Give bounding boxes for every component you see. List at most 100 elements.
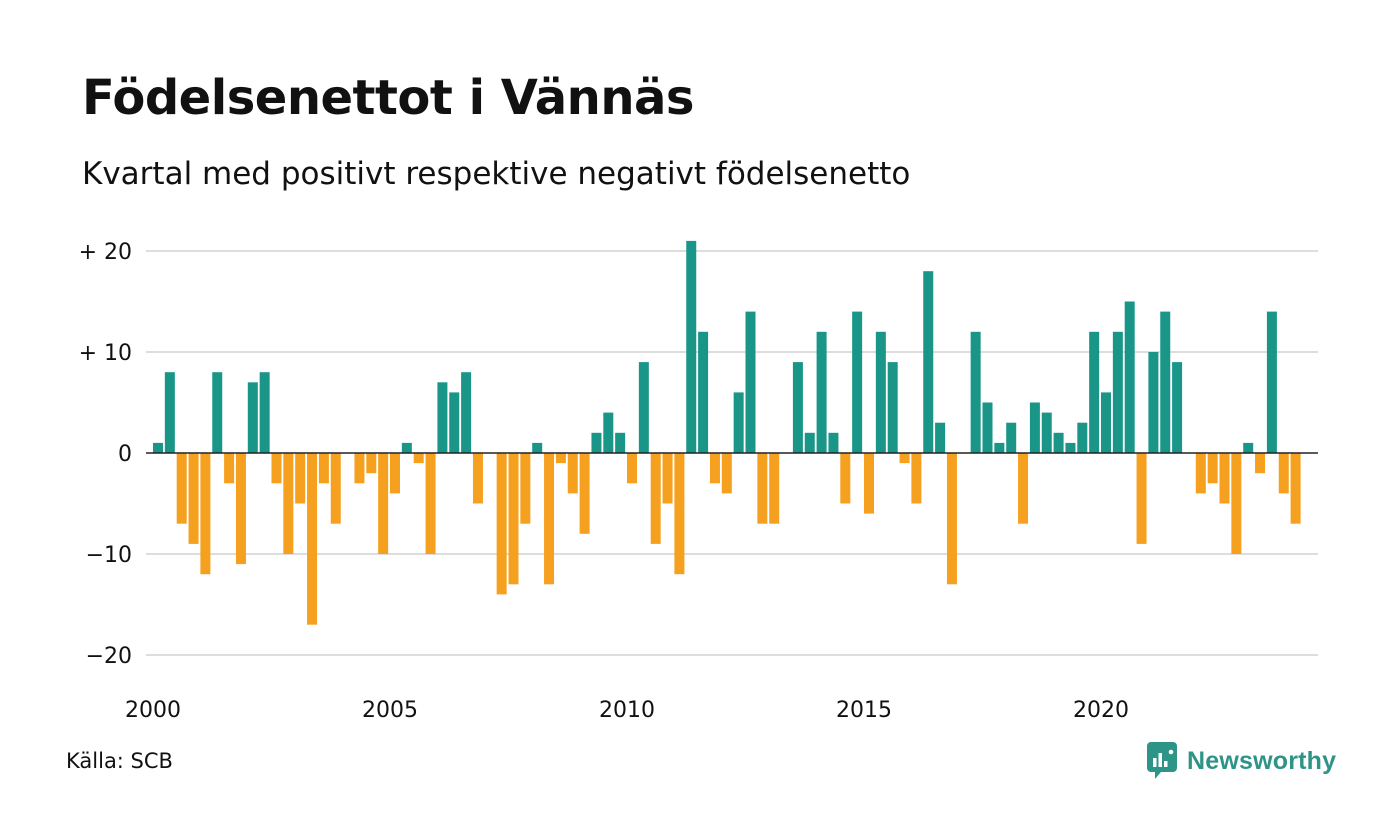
bar (425, 453, 436, 554)
bar (709, 453, 720, 484)
bar (532, 442, 543, 453)
bar (437, 382, 448, 453)
bar (1006, 422, 1017, 453)
bar (627, 453, 637, 484)
bar (224, 453, 235, 484)
bar (638, 362, 649, 453)
bar (840, 453, 851, 504)
bar (1195, 453, 1206, 494)
bar (1172, 362, 1183, 453)
bar (887, 362, 898, 453)
brand[interactable]: Newsworthy (1147, 742, 1336, 780)
bar (615, 432, 626, 453)
y-tick-label: −20 (86, 644, 132, 669)
bar (946, 453, 957, 585)
chart-subtitle: Kvartal med positivt respektive negativt… (82, 156, 911, 192)
x-tick-label: 2000 (125, 698, 181, 723)
bar (994, 442, 1005, 453)
y-tick-label: + 10 (79, 341, 132, 366)
bar (1243, 442, 1254, 453)
bar (1053, 432, 1064, 453)
bar (1136, 453, 1147, 544)
bar (235, 453, 246, 565)
bar (567, 453, 578, 494)
bar (318, 453, 329, 484)
bar (721, 453, 732, 494)
chart-title: Födelsenettot i Vännäs (82, 70, 694, 126)
bar (1255, 453, 1266, 474)
bar (508, 453, 519, 585)
bar (390, 453, 400, 494)
bar (982, 402, 993, 453)
bar (1018, 453, 1029, 524)
bar (164, 372, 175, 453)
bar (413, 453, 424, 464)
bar (1148, 352, 1159, 453)
bar (1041, 412, 1052, 453)
bar (1029, 402, 1040, 453)
bar (1065, 442, 1076, 453)
newsworthy-logo-icon (1147, 742, 1177, 779)
x-tick-label: 2005 (362, 698, 418, 723)
bar (259, 372, 270, 453)
bar (935, 422, 946, 453)
bar (698, 331, 709, 453)
bar (1266, 311, 1277, 453)
bar (212, 372, 223, 453)
bar (674, 453, 685, 575)
bar (496, 453, 507, 595)
bar (449, 392, 460, 453)
bar (1089, 331, 1100, 453)
bar (520, 453, 531, 524)
bar (307, 453, 318, 625)
bar (271, 453, 282, 484)
bar (1160, 311, 1171, 453)
bar (330, 453, 341, 524)
y-tick-label: + 20 (79, 240, 132, 265)
bar (579, 453, 590, 534)
x-axis-labels: 2000 2005 2010 2015 2020 (125, 698, 1129, 723)
bar (366, 453, 377, 474)
bar (804, 432, 815, 453)
bar (1124, 301, 1135, 453)
bar (603, 412, 614, 453)
bar (295, 453, 306, 504)
bar (686, 240, 697, 453)
bar (461, 372, 472, 453)
bar (1219, 453, 1230, 504)
bar (1077, 422, 1088, 453)
bar (283, 453, 294, 554)
bar (1112, 331, 1123, 453)
bar (1231, 453, 1242, 554)
bars (153, 240, 1301, 625)
y-axis-labels: + 20 + 10 0 −10 −20 (79, 240, 132, 669)
bar (378, 453, 389, 554)
bar (816, 331, 827, 453)
bar (176, 453, 187, 524)
bar (247, 382, 258, 453)
bar (875, 331, 886, 453)
bar (591, 432, 602, 453)
bar-chart: + 20 + 10 0 −10 −20 2000 2005 2010 2015 2020 (79, 240, 1318, 723)
bar (864, 453, 874, 514)
bar (1207, 453, 1218, 484)
bar (354, 453, 365, 484)
y-tick-label: 0 (118, 442, 132, 467)
bar (153, 442, 163, 453)
y-tick-label: −10 (86, 543, 132, 568)
bar (662, 453, 673, 504)
x-tick-label: 2015 (836, 698, 892, 723)
bar (1278, 453, 1289, 494)
bar (923, 271, 934, 453)
bar (200, 453, 211, 575)
bar (970, 331, 981, 453)
bar (401, 442, 412, 453)
bar (1290, 453, 1301, 524)
bar (544, 453, 555, 585)
x-tick-label: 2020 (1073, 698, 1129, 723)
bar (555, 453, 566, 464)
bar (188, 453, 199, 544)
x-tick-label: 2010 (599, 698, 655, 723)
bar (650, 453, 661, 544)
bar (757, 453, 768, 524)
